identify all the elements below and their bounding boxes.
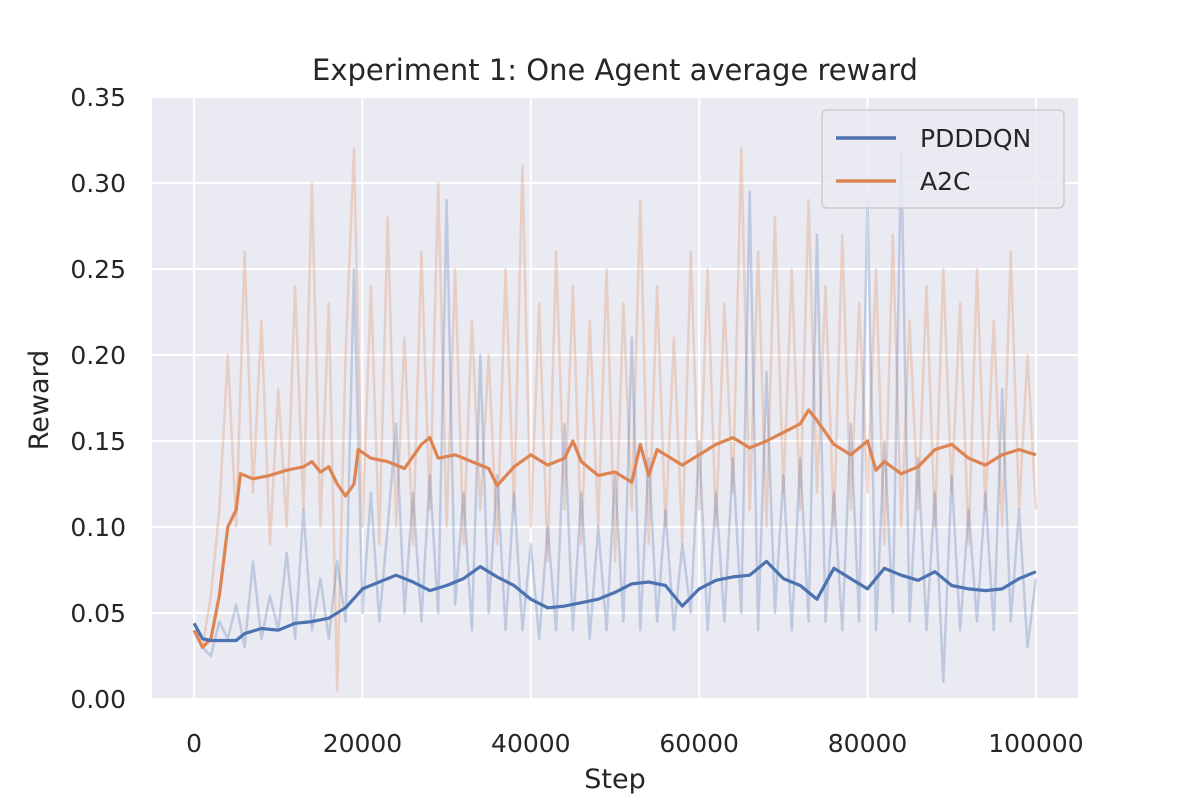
x-tick-label: 20000 bbox=[323, 729, 403, 758]
raw-line-a2c bbox=[192, 147, 1038, 692]
x-tick-labels: 0 20000 40000 60000 80000 100000 bbox=[186, 729, 1083, 758]
smoothed-line-a2c bbox=[192, 408, 1037, 650]
grid bbox=[152, 96, 1078, 700]
y-tick-label: 0.15 bbox=[70, 427, 126, 456]
smoothed-series-group bbox=[192, 408, 1037, 650]
raw-line-pdddqn bbox=[192, 147, 1038, 684]
chart-title: Experiment 1: One Agent average reward bbox=[312, 53, 918, 87]
y-tick-label: 0.25 bbox=[70, 255, 126, 284]
y-tick-labels: 0.00 0.05 0.10 0.15 0.20 0.25 0.30 0.35 bbox=[70, 83, 126, 714]
y-tick-label: 0.35 bbox=[70, 83, 126, 112]
legend-label-pdddqn: PDDDQN bbox=[920, 124, 1031, 153]
x-tick-label: 0 bbox=[186, 729, 202, 758]
legend: PDDDQN A2C bbox=[821, 109, 1065, 209]
y-tick-label: 0.30 bbox=[70, 169, 126, 198]
x-tick-label: 60000 bbox=[659, 729, 739, 758]
y-axis-label: Reward bbox=[24, 350, 55, 451]
x-axis-label: Step bbox=[584, 764, 645, 795]
legend-box bbox=[821, 109, 1065, 209]
y-tick-label: 0.10 bbox=[70, 513, 126, 542]
y-tick-label: 0.20 bbox=[70, 341, 126, 370]
legend-label-a2c: A2C bbox=[920, 167, 970, 196]
raw-series-group bbox=[192, 147, 1038, 692]
x-tick-label: 40000 bbox=[491, 729, 571, 758]
x-tick-label: 100000 bbox=[988, 729, 1083, 758]
y-tick-label: 0.05 bbox=[70, 599, 126, 628]
x-tick-label: 80000 bbox=[828, 729, 908, 758]
smoothed-line-pdddqn bbox=[192, 559, 1037, 643]
y-tick-label: 0.00 bbox=[70, 685, 126, 714]
